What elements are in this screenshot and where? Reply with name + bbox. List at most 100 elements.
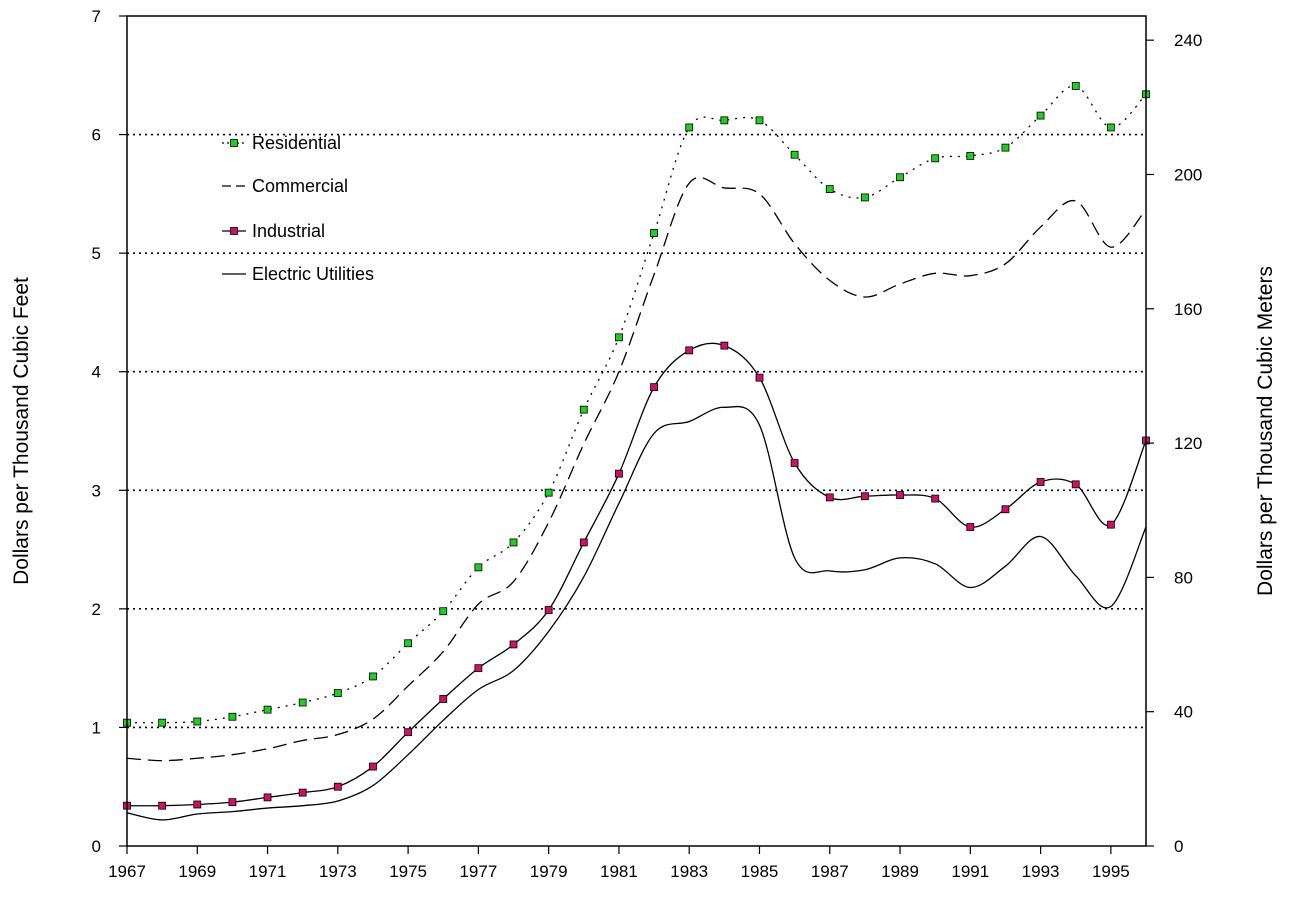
y-tick-label: 3 [92,481,101,500]
x-tick-label: 1973 [319,862,357,881]
data-point-industrial [298,788,307,797]
gridlines [127,133,1146,729]
x-tick-label: 1991 [951,862,989,881]
x-tick-label: 1993 [1022,862,1060,881]
data-point-industrial [228,798,237,807]
x-tick-label: 1981 [600,862,638,881]
data-point-residential [1071,82,1080,90]
legend-label-industrial: Industrial [252,221,325,241]
data-point-residential [509,538,518,547]
y-right-tick-label: 80 [1174,568,1193,587]
x-tick-label: 1995 [1092,862,1130,881]
legend-marker-residential [230,139,238,147]
data-point-residential [650,229,658,237]
series-line-electric-utilities [126,405,1147,821]
data-point-industrial [439,695,448,703]
y-right-tick-label: 0 [1174,837,1183,856]
data-point-residential [439,607,448,616]
data-point-industrial [720,341,729,350]
legend-label-commercial: Commercial [252,176,348,196]
x-tick-label: 1989 [881,862,919,881]
y-right-tick-label: 200 [1174,165,1202,184]
data-point-industrial [790,459,799,467]
data-point-industrial [193,800,202,809]
data-point-industrial [158,801,167,810]
data-point-industrial [685,346,694,355]
data-point-industrial [1071,480,1080,489]
y-right-tick-label: 120 [1174,434,1202,453]
data-point-residential [474,563,483,572]
data-point-residential [685,123,694,132]
y-tick-label: 4 [92,363,101,382]
y-tick-label: 5 [92,244,101,263]
y-axis-title: Dollars per Thousand Cubic Feet [10,277,33,585]
data-point-industrial [404,728,413,737]
x-tick-label: 1969 [178,862,216,881]
data-point-industrial [896,491,904,499]
data-point-residential [615,333,623,342]
x-tick-label: 1983 [670,862,708,881]
data-point-industrial [650,383,658,392]
data-point-residential [333,689,342,697]
series-line-industrial [126,342,1147,807]
x-tick-label: 1971 [249,862,287,881]
data-point-industrial [966,523,975,531]
data-point-industrial [369,762,377,771]
x-tick-label: 1975 [389,862,427,881]
data-point-industrial [333,782,342,791]
data-point-residential [896,173,904,182]
data-point-residential [158,718,167,727]
data-point-industrial [860,492,869,501]
data-point-industrial [263,793,272,802]
data-point-residential [755,116,764,125]
data-point-residential [579,405,588,414]
axes [126,15,1147,847]
y-tick-label: 7 [92,7,101,26]
ticks: 1967 1969 1971 1973 1975 1977 1979 1981 1983 1985… [92,7,1203,881]
data-point-industrial [509,640,518,649]
data-point-residential [931,154,940,163]
y-right-tick-label: 40 [1174,703,1193,722]
y-tick-label: 2 [92,600,101,619]
data-point-residential [193,717,202,726]
y-tick-label: 6 [92,126,101,145]
data-point-residential [860,193,869,202]
data-point-industrial [825,493,834,502]
legend-label-residential: Residential [252,133,341,153]
y-axis-right-title: Dollars per Thousand Cubic Meters [1254,266,1277,596]
data-point-residential [790,150,799,159]
data-point-industrial [755,373,764,382]
data-point-residential [1036,111,1045,120]
x-tick-label: 1967 [108,862,146,881]
data-point-residential [1001,143,1010,152]
data-point-industrial [544,606,553,614]
y-tick-label: 0 [92,837,101,856]
data-point-residential [544,488,553,497]
x-tick-label: 1979 [530,862,568,881]
data-point-residential [1106,123,1115,132]
data-point-residential [369,672,377,681]
data-point-residential [228,712,237,721]
data-point-industrial [579,538,588,547]
data-point-residential [263,705,272,714]
legend: Residential Commercial Industrial Electric … [222,133,374,284]
data-point-residential [825,185,834,194]
data-point-industrial [1036,478,1045,486]
series-line-commercial [126,176,1147,762]
x-tick-label: 1987 [811,862,849,881]
y-tick-label: 1 [92,718,101,737]
x-tick-label: 1977 [459,862,497,881]
data-point-industrial [1106,520,1115,529]
data-point-residential [298,698,307,707]
data-point-residential [966,152,975,160]
y-right-tick-label: 160 [1174,300,1202,319]
data-point-industrial [931,494,940,503]
legend-marker-industrial [230,227,238,235]
x-tick-label: 1985 [741,862,779,881]
data-point-industrial [1001,505,1010,514]
legend-label-electric-utilities: Electric Utilities [252,264,374,284]
data-point-industrial [615,469,623,478]
data-point-industrial [474,664,483,673]
y-right-tick-label: 240 [1174,31,1202,50]
